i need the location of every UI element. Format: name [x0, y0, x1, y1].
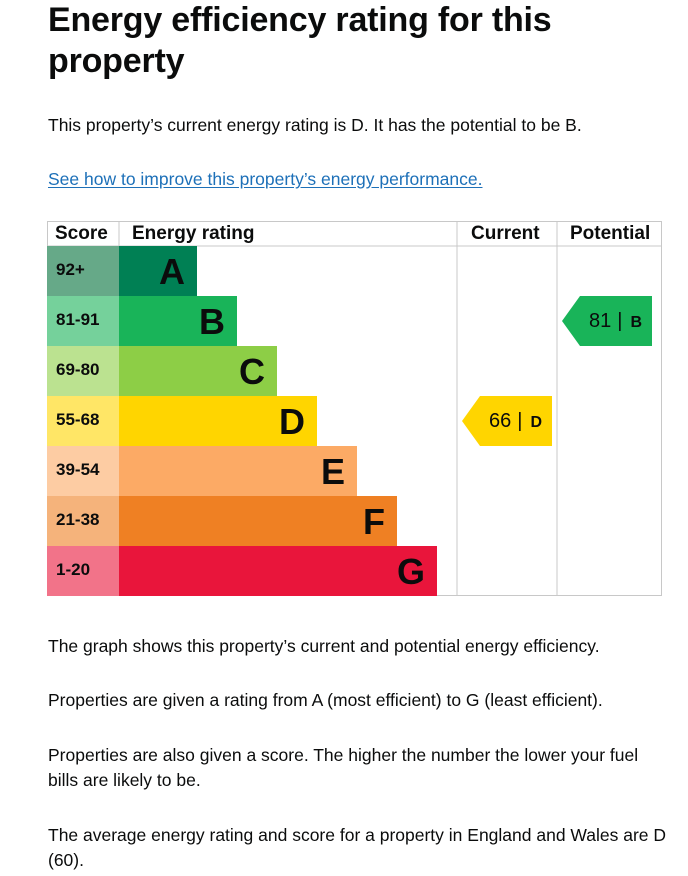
improve-performance-link[interactable]: See how to improve this property’s energ…	[48, 169, 483, 189]
header-score: Score	[55, 223, 108, 244]
band-bar-f: F	[119, 496, 397, 546]
band-score-f: 21-38	[47, 496, 119, 546]
potential-rating-arrow: 81 | B	[562, 296, 652, 346]
band-letter-c: C	[239, 351, 265, 392]
average-rating-text: The average energy rating and score for …	[48, 825, 667, 870]
current-separator: |	[517, 410, 523, 432]
band-letter-b: B	[199, 301, 225, 342]
band-letter-g: G	[396, 551, 425, 592]
band-letter-f: F	[363, 501, 385, 542]
energy-rating-chart: Score Energy rating Current Potential 92…	[47, 221, 662, 596]
page-title: Energy efficiency rating for this proper…	[48, 1, 552, 80]
band-letter-d: D	[279, 401, 305, 442]
band-score-e: 39-54	[47, 446, 119, 496]
potential-letter: B	[630, 314, 642, 331]
band-bar-c: C	[119, 346, 277, 396]
band-letter-a: A	[159, 251, 185, 292]
header-energy-rating: Energy rating	[132, 223, 255, 244]
rating-description: Properties are given a rating from A (mo…	[48, 690, 603, 710]
band-score-g: 1-20	[47, 546, 119, 596]
intro-text: This property’s current energy rating is…	[48, 115, 582, 135]
band-score-d: 55-68	[47, 396, 119, 446]
current-letter: D	[530, 414, 542, 431]
score-description: Properties are also given a score. The h…	[48, 745, 639, 790]
potential-arrow-shape	[562, 296, 652, 346]
current-rating-arrow: 66 | D	[462, 396, 552, 446]
header-current: Current	[471, 223, 540, 244]
band-bar-b: B	[119, 296, 237, 346]
band-bar-a: A	[119, 246, 197, 296]
graph-description: The graph shows this property’s current …	[48, 636, 600, 656]
band-score-c: 69-80	[47, 346, 119, 396]
band-score-a: 92+	[47, 246, 119, 296]
band-score-b: 81-91	[47, 296, 119, 346]
potential-score: 81	[588, 310, 612, 332]
current-score: 66	[488, 410, 512, 432]
band-letter-e: E	[320, 451, 345, 492]
current-arrow-shape	[462, 396, 552, 446]
band-bar-d: D	[119, 396, 317, 446]
band-bar-g: G	[119, 546, 437, 596]
header-potential: Potential	[570, 223, 651, 244]
potential-separator: |	[617, 310, 623, 332]
band-bar-e: E	[119, 446, 357, 496]
